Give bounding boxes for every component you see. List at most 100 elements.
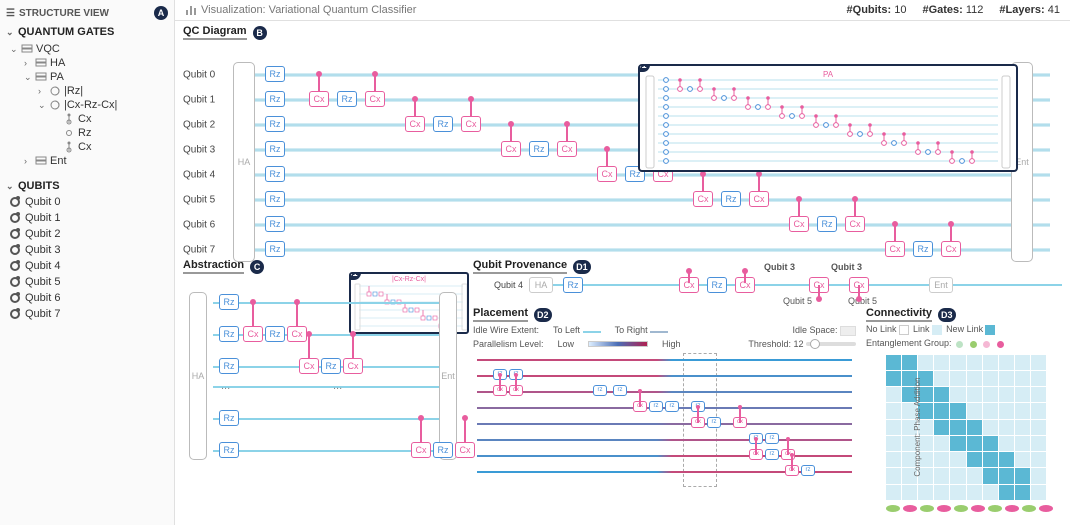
- rz-gate[interactable]: Rz: [265, 166, 285, 182]
- qubits-header[interactable]: ⌄ QUBITS: [6, 178, 168, 194]
- cx-gate[interactable]: Cx: [789, 216, 809, 232]
- cx-gate[interactable]: Cx: [461, 116, 481, 132]
- cx-gate[interactable]: Cx: [693, 191, 713, 207]
- rz-gate[interactable]: Rz: [337, 91, 357, 107]
- rz-gate[interactable]: Rz: [265, 191, 285, 207]
- connectivity-title-text: Connectivity: [866, 307, 932, 322]
- stat-layers-label: #Layers:: [999, 4, 1044, 16]
- connectivity-dots: [886, 503, 1062, 515]
- qubit-item[interactable]: Qubit 0: [6, 194, 168, 210]
- minimap-title: PA: [823, 70, 833, 79]
- cx-gate[interactable]: Cx: [309, 91, 329, 107]
- qubit-item[interactable]: Qubit 1: [6, 210, 168, 226]
- rz-gate[interactable]: Rz: [265, 116, 285, 132]
- qubit-item[interactable]: Qubit 6: [6, 290, 168, 306]
- tree-item[interactable]: ⌄VQC: [6, 42, 168, 56]
- rz-gate[interactable]: Rz: [433, 116, 453, 132]
- newlink-label: New Link: [946, 324, 983, 334]
- stat-gates-val: 112: [966, 4, 984, 16]
- rz-gate[interactable]: Rz: [817, 216, 837, 232]
- badge-d3: D3: [938, 308, 956, 322]
- quantum-gates-header[interactable]: ⌄ QUANTUM GATES: [6, 24, 168, 40]
- parallelism-label: Parallelism Level:: [473, 339, 544, 349]
- rz-gate[interactable]: Rz: [913, 241, 933, 257]
- qubit-item[interactable]: Qubit 5: [6, 274, 168, 290]
- badge-c: C: [250, 260, 264, 274]
- provenance-wire[interactable]: HARzCxRzCxCxCxEnt: [529, 274, 1062, 296]
- tree-item[interactable]: ›Ent: [6, 154, 168, 168]
- qubit-item[interactable]: Qubit 3: [6, 242, 168, 258]
- cx-gate[interactable]: Cx: [749, 191, 769, 207]
- tree-item[interactable]: Rz: [6, 126, 168, 140]
- placement-viz[interactable]: rzrzcxcxrzrzcxrzrzrzcxrzcxrzrzcxrzcxcxrz: [473, 351, 856, 491]
- qubit-item[interactable]: Qubit 7: [6, 306, 168, 322]
- cx-gate[interactable]: Cx: [405, 116, 425, 132]
- cx-gate[interactable]: Cx: [885, 241, 905, 257]
- abstraction-title-text: Abstraction: [183, 259, 244, 274]
- prov-main-label: Qubit 4: [473, 280, 529, 290]
- parallelism-high: High: [662, 339, 681, 349]
- idle-space-label: Idle Space:: [792, 325, 837, 335]
- threshold-label: Threshold:: [748, 339, 791, 349]
- rz-gate[interactable]: Rz: [529, 141, 549, 157]
- qc-area[interactable]: Qubit 0Qubit 1Qubit 2Qubit 3Qubit 4Qubit…: [183, 40, 1062, 268]
- connectivity-panel: Connectivity D3 No Link Link New Link En…: [866, 307, 1062, 519]
- placement-title: Placement D2: [473, 307, 856, 322]
- to-right-icon: [650, 331, 668, 333]
- tree-item[interactable]: ⌄PA: [6, 70, 168, 84]
- ha-block[interactable]: HA: [233, 62, 255, 262]
- entgroup-label: Entanglement Group:: [866, 338, 952, 348]
- prov-gate[interactable]: HA: [529, 277, 553, 293]
- rz-gate[interactable]: Rz: [265, 216, 285, 232]
- rz-gate[interactable]: Rz: [265, 91, 285, 107]
- threshold-slider[interactable]: [806, 342, 856, 346]
- tree-item[interactable]: Cx: [6, 112, 168, 126]
- prov-ann-3: Qubit 5: [848, 296, 877, 306]
- idle-wire-label: Idle Wire Extent:: [473, 325, 539, 335]
- placement-panel: Placement D2 Idle Wire Extent: To Left T…: [473, 307, 856, 519]
- rz-gate[interactable]: Rz: [721, 191, 741, 207]
- qc-minimap[interactable]: B1 PA: [638, 64, 1018, 172]
- gate-tree: ⌄VQC›HA⌄PA›|Rz|⌄|Cx-Rz-Cx|CxRzCx›Ent: [6, 42, 168, 168]
- parallelism-low: Low: [558, 339, 575, 349]
- rz-gate[interactable]: Rz: [265, 66, 285, 82]
- connectivity-matrix[interactable]: Component: Phase Addition: [886, 355, 1046, 500]
- qubits-label: QUBITS: [18, 180, 60, 192]
- stat-qubits-val: 10: [894, 4, 906, 16]
- rz-gate[interactable]: Rz: [265, 141, 285, 157]
- cx-gate[interactable]: Cx: [557, 141, 577, 157]
- to-left-icon: [583, 331, 601, 333]
- cx-gate[interactable]: Cx: [597, 166, 617, 182]
- link-swatch: [932, 325, 942, 335]
- tree-item[interactable]: ›|Rz|: [6, 84, 168, 98]
- viz-title-text: Visualization: Variational Quantum Class…: [201, 4, 416, 16]
- qubit-item[interactable]: Qubit 2: [6, 226, 168, 242]
- cx-gate[interactable]: Cx: [941, 241, 961, 257]
- stat-layers-val: 41: [1048, 4, 1060, 16]
- rz-gate[interactable]: Rz: [265, 241, 285, 257]
- minimap-svg: [640, 66, 1018, 172]
- tree-item[interactable]: ⌄|Cx-Rz-Cx|: [6, 98, 168, 112]
- content: QC Diagram B Qubit 0Qubit 1Qubit 2Qubit …: [175, 21, 1070, 525]
- prov-gate[interactable]: Rz: [707, 277, 727, 293]
- tree-item[interactable]: Cx: [6, 140, 168, 154]
- structure-view-header: ☰ STRUCTURE VIEW A: [6, 4, 168, 22]
- tree-item[interactable]: ›HA: [6, 56, 168, 70]
- cx-gate[interactable]: Cx: [845, 216, 865, 232]
- parallelism-gradient: [588, 341, 648, 347]
- main: Visualization: Variational Quantum Class…: [175, 0, 1070, 525]
- threshold-thumb[interactable]: [810, 339, 820, 349]
- abstraction-area[interactable]: C1 |Cx-Rz-Cx| HAEntRzRzRzRzRz......CxRzC…: [183, 278, 465, 478]
- sidebar: ☰ STRUCTURE VIEW A ⌄ QUANTUM GATES ⌄VQC›…: [0, 0, 175, 525]
- idle-space-swatch: [840, 326, 856, 336]
- prov-gate[interactable]: Rz: [563, 277, 583, 293]
- placement-legend-2: Parallelism Level: Low High Threshold: 1…: [473, 339, 856, 349]
- cx-gate[interactable]: Cx: [501, 141, 521, 157]
- topbar: Visualization: Variational Quantum Class…: [175, 0, 1070, 21]
- link-label: Link: [913, 324, 930, 334]
- abstraction-panel: Abstraction C C1 |Cx-Rz-Cx| HAEntRzRzRzR…: [183, 259, 465, 519]
- cx-gate[interactable]: Cx: [365, 91, 385, 107]
- group-dot-3: [983, 341, 990, 348]
- qubit-item[interactable]: Qubit 4: [6, 258, 168, 274]
- prov-gate[interactable]: Ent: [929, 277, 953, 293]
